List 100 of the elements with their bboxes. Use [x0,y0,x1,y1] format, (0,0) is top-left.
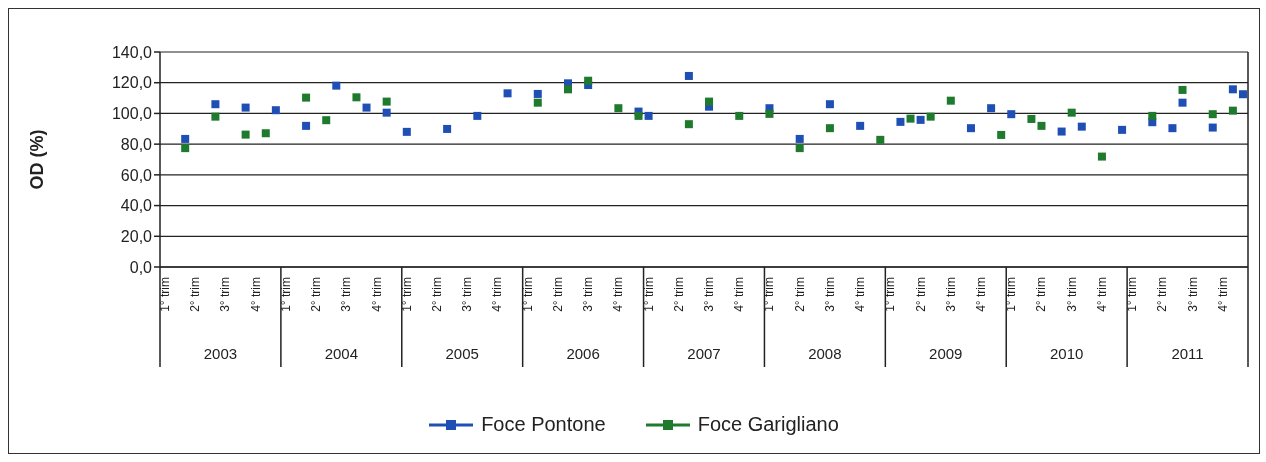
point [906,114,915,123]
point [584,76,593,85]
x-tick-label: 4° trim [1215,277,1230,312]
point [634,111,643,120]
point [564,85,572,94]
y-tick-label: 80,0 [120,135,153,153]
point [765,109,774,118]
legend-label: Foce Garigliano [697,413,839,436]
y-tick-label: 20,0 [120,227,153,245]
x-tick-label: 3° trim [339,277,354,312]
x-tick-label: 1° trim [158,277,173,312]
y-tick-label: 140,0 [111,43,153,61]
x-tick-label: 3° trim [943,277,958,312]
point [987,104,996,113]
point [825,124,834,133]
point [795,134,804,143]
x-tick-label: 3° trim [460,277,475,312]
point [644,111,653,120]
point [1067,108,1076,117]
point [946,96,955,105]
y-tick-label: 120,0 [111,74,153,92]
point [332,81,341,90]
point [533,98,542,107]
point [322,116,331,125]
x2-tick-label: 2007 [687,345,721,362]
point [352,93,361,102]
point [1238,90,1247,99]
x2-tick-label: 2010 [1049,345,1084,362]
x-tick-label: 3° trim [581,277,596,312]
point [1118,125,1127,134]
x-tick-label: 2° trim [792,277,807,312]
x-tick-label: 4° trim [732,277,747,312]
x2-tick-label: 2005 [445,345,479,362]
x-tick-label: 1° trim [1125,277,1140,312]
x-tick-label: 2° trim [550,277,565,312]
point [614,104,623,113]
point [473,111,482,120]
point [735,111,744,120]
point [997,130,1006,139]
x-tick-label: 3° trim [1185,277,1200,312]
point [705,97,714,106]
point [1097,152,1106,161]
x-tick-label: 4° trim [611,277,626,312]
point [211,112,220,121]
x2-tick-label: 2004 [324,345,359,362]
x-tick-label: 1° trim [520,277,535,312]
point [684,120,693,129]
point [382,108,391,117]
point [261,129,270,138]
y-tick-label: 0,0 [129,258,153,276]
point [181,144,190,153]
point [1077,122,1086,131]
x-tick-label: 2° trim [309,277,324,312]
x-tick-label: 3° trim [702,277,717,312]
point [241,103,250,112]
point [1228,85,1237,94]
point [302,93,311,102]
y-tick-label: 40,0 [120,197,153,215]
point [271,106,280,115]
x-tick-label: 3° trim [1064,277,1079,312]
point [402,127,411,136]
point [966,124,975,133]
x-tick-label: 1° trim [641,277,656,312]
point [1057,127,1066,136]
point [302,121,311,130]
point [241,130,250,139]
point [1037,121,1046,130]
point [795,144,804,153]
x2-tick-label: 2008 [808,345,842,362]
x-tick-label: 1° trim [278,277,293,312]
point [1228,106,1237,115]
x-tick-label: 2° trim [913,277,928,312]
point [684,71,693,80]
point [382,97,391,106]
point [1168,124,1177,133]
point [1208,123,1217,132]
x-tick-label: 2° trim [188,277,203,312]
point [1007,110,1016,119]
y-tick-label: 60,0 [120,166,153,184]
x-tick-label: 1° trim [399,277,414,312]
point [443,124,452,133]
x-tick-label: 4° trim [369,277,384,312]
x-tick-label: 2° trim [430,277,445,312]
x-tick-label: 4° trim [248,277,263,312]
point [1178,85,1187,94]
x-tick-label: 4° trim [974,277,989,312]
point [1178,98,1187,107]
point [1148,111,1157,120]
point [926,112,935,121]
x-tick-label: 4° trim [853,277,868,312]
point [825,100,834,109]
point [916,115,925,124]
point [1027,114,1036,123]
legend-label: Foce Pontone [481,413,606,436]
point [876,135,885,144]
x-tick-label: 3° trim [218,277,233,312]
x2-tick-label: 2009 [929,345,963,362]
point [503,89,512,98]
x-tick-label: 2° trim [1034,277,1049,312]
point [533,89,542,98]
